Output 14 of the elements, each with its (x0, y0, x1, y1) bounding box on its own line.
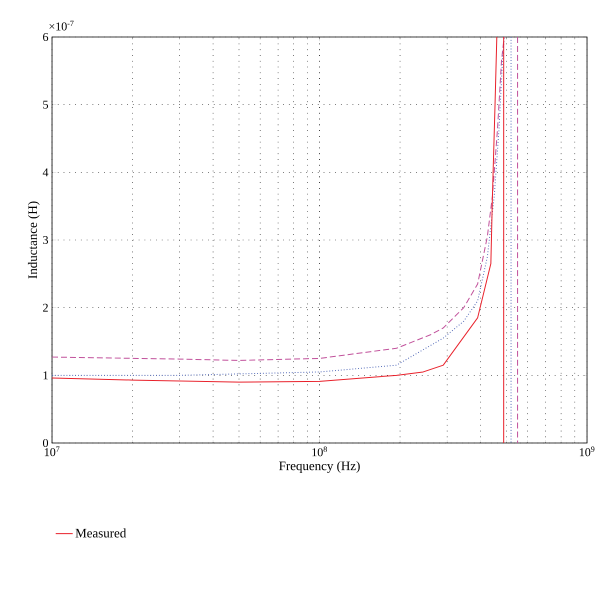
y-tick-label: 3 (43, 236, 48, 244)
x-tick-label: 10$^{7}$ (44, 446, 60, 456)
y-axis-title: Inductance (H) (28, 202, 40, 279)
y-tick-label: 1 (44, 371, 48, 380)
x-axis-title: Frequency (Hz) (279, 461, 360, 473)
y-tick-label: 6 (43, 32, 48, 42)
y-tick-label: 2 (43, 304, 48, 312)
x-tick-label: 10$^{8}$ (312, 446, 327, 456)
x-tick-label: 10$^{9}$ (580, 446, 594, 456)
y-tick-label: 4 (42, 168, 48, 176)
y-tick-label: 5 (43, 100, 48, 109)
legend-label: Measured (76, 528, 126, 538)
y-tick-label: 0 (42, 438, 48, 448)
text: ×10$^{-7}$ (49, 20, 74, 30)
